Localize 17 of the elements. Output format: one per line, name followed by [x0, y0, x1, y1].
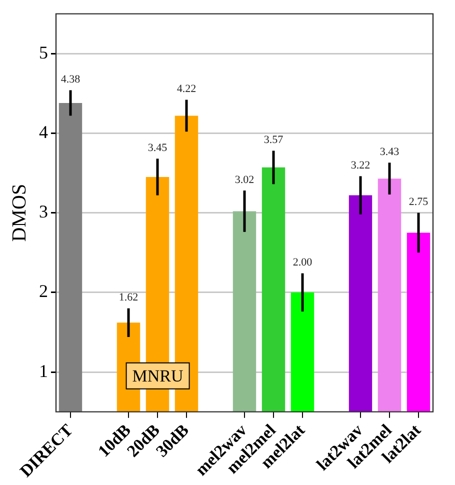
data-label: 3.45: [148, 142, 168, 154]
data-label: 3.02: [234, 174, 254, 186]
y-tick-label: 3: [39, 202, 48, 222]
annotation: MNRU: [132, 366, 184, 386]
y-tick-label: 1: [39, 360, 48, 381]
y-tick-label: 5: [39, 42, 48, 62]
y-tick-label: 2: [39, 281, 48, 302]
data-label: 3.22: [350, 160, 370, 172]
data-label: 3.43: [380, 146, 400, 158]
data-label: 4.22: [176, 83, 196, 96]
data-label: 3.57: [264, 134, 284, 146]
data-label: 4.38: [60, 74, 81, 86]
data-label: 2.00: [292, 256, 313, 269]
y-tick-label: 4: [39, 122, 48, 142]
data-label: 2.75: [408, 196, 429, 208]
data-label: 1.62: [118, 292, 138, 304]
y-axis-title: DMOS: [8, 184, 30, 242]
